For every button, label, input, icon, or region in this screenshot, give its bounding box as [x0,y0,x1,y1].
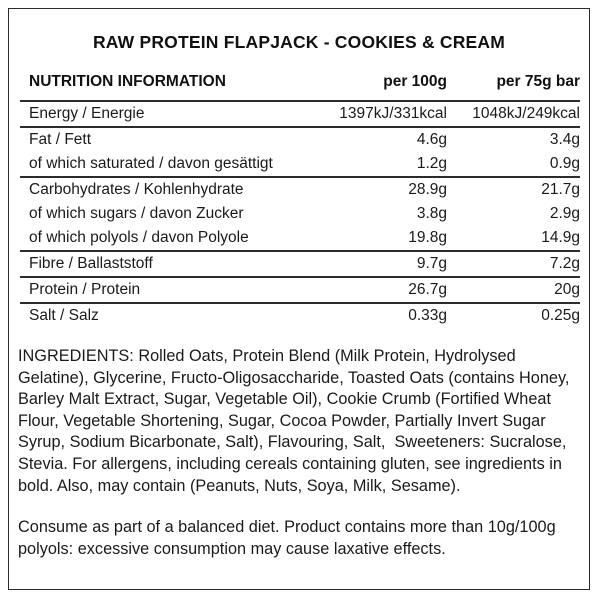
nutrient-value-per-bar: 0.9g [549,155,580,172]
nutrient-value-per-100g: 28.9g [338,176,460,202]
table-row: Energy / Energie 1397kJ/331kcal 1048kJ/249… [20,100,580,127]
nutrient-value-per-bar: 14.9g [541,229,580,246]
nutrient-value-per-100g: 0.33g [338,302,460,328]
table-row: Fibre / Ballaststoff 9.7g 7.2g [20,250,580,277]
nutrient-value-per-100g: 1397kJ/331kcal [338,100,460,127]
nutrient-value-per-100g: 1.2g [416,155,447,172]
nutrient-label: Salt / Salz [20,302,338,328]
nutrient-label: Carbohydrates / Kohlenhydrate [20,176,338,202]
table-header-row: NUTRITION INFORMATION per 100g per 75g b… [20,70,580,101]
nutrient-value-per-bar: 2.9g [549,205,580,222]
column-header-per-100g: per 100g [383,73,447,90]
nutrient-value-per-bar: 7.2g [460,250,580,277]
nutrition-table: NUTRITION INFORMATION per 100g per 75g b… [20,70,580,328]
nutrient-label: Fat / Fett [20,126,338,152]
nutrient-value-per-bar: 0.25g [460,302,580,328]
nutrient-label: of which saturated / davon gesättigt [29,155,273,172]
nutrient-value-per-100g: 3.8g [416,205,447,222]
ingredients-paragraph: INGREDIENTS: Rolled Oats, Protein Blend … [18,347,574,495]
table-row: Carbohydrates / Kohlenhydrate 28.9g 21.7g [20,176,580,202]
nutrient-value-per-bar: 1048kJ/249kcal [460,100,580,127]
nutrient-value-per-100g: 19.8g [408,229,447,246]
advisory-paragraph: Consume as part of a balanced diet. Prod… [18,518,561,558]
nutrition-label-card: RAW PROTEIN FLAPJACK - COOKIES & CREAM N… [8,8,590,590]
column-header-per-bar: per 75g bar [496,73,580,90]
table-row: of which saturated / davon gesättigt 1.2g… [20,152,580,177]
page-title: RAW PROTEIN FLAPJACK - COOKIES & CREAM [92,32,506,52]
table-row: Fat / Fett 4.6g 3.4g [20,126,580,152]
nutrient-value-per-100g: 4.6g [338,126,460,152]
table-row: of which polyols / davon Polyole 19.8g 14.… [20,226,580,251]
nutrient-label: of which polyols / davon Polyole [29,229,249,246]
nutrition-table-body: Energy / Energie 1397kJ/331kcal 1048kJ/249… [20,100,580,328]
nutrient-label: Energy / Energie [20,100,338,127]
table-row: Protein / Protein 26.7g 20g [20,276,580,303]
nutrient-value-per-bar: 21.7g [460,176,580,202]
nutrient-value-per-bar: 20g [460,276,580,303]
nutrient-label: Fibre / Ballaststoff [20,250,338,277]
table-row: Salt / Salz 0.33g 0.25g [20,302,580,328]
nutrient-value-per-100g: 26.7g [338,276,460,303]
nutrient-label: Protein / Protein [20,276,338,303]
nutrient-label: of which sugars / davon Zucker [29,205,244,222]
nutrient-value-per-bar: 3.4g [460,126,580,152]
table-row: of which sugars / davon Zucker 3.8g 2.9g [20,202,580,226]
nutrient-value-per-100g: 9.7g [338,250,460,277]
nutrition-section-heading: NUTRITION INFORMATION [29,73,226,90]
